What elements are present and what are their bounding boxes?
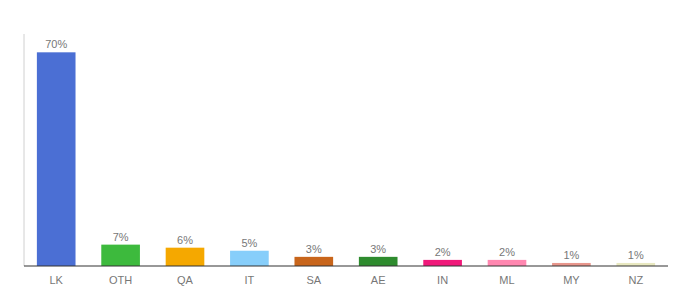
- bar: [101, 245, 140, 266]
- data-label: 2%: [499, 246, 515, 258]
- y-axis-line: [24, 34, 25, 266]
- data-label: 5%: [241, 237, 257, 249]
- x-tick-label: LK: [49, 274, 63, 286]
- x-tick-label: IN: [437, 274, 448, 286]
- x-tick-label: NZ: [628, 274, 643, 286]
- x-tick-label: OTH: [109, 274, 132, 286]
- data-label: 6%: [177, 234, 193, 246]
- bar: [488, 260, 527, 266]
- bar: [359, 257, 398, 266]
- bars: [37, 52, 655, 266]
- x-tick-label: SA: [306, 274, 321, 286]
- data-label: 70%: [45, 38, 67, 50]
- data-label: 1%: [563, 249, 579, 261]
- data-label: 3%: [306, 243, 322, 255]
- data-label: 2%: [435, 246, 451, 258]
- x-tick-label: QA: [177, 274, 194, 286]
- bar: [423, 260, 462, 266]
- bar: [37, 52, 76, 266]
- data-label: 3%: [370, 243, 386, 255]
- x-tick-label: MY: [563, 274, 580, 286]
- x-tick-label: IT: [245, 274, 255, 286]
- bar: [230, 251, 269, 266]
- bar: [294, 257, 333, 266]
- data-label: 7%: [113, 231, 129, 243]
- x-tick-label: AE: [371, 274, 386, 286]
- chart-container: 70% 7% 6% 5% 3% 3% 2% 2% 1% 1% LK OTH QA IT SA AE IN ML MY…: [0, 0, 680, 300]
- x-tick-label: ML: [499, 274, 514, 286]
- data-label: 1%: [628, 249, 644, 261]
- x-axis-line: [24, 265, 668, 266]
- bar: [166, 248, 205, 266]
- chart: 70% 7% 6% 5% 3% 3% 2% 2% 1% 1% LK OTH QA IT SA AE IN ML MY…: [0, 0, 680, 300]
